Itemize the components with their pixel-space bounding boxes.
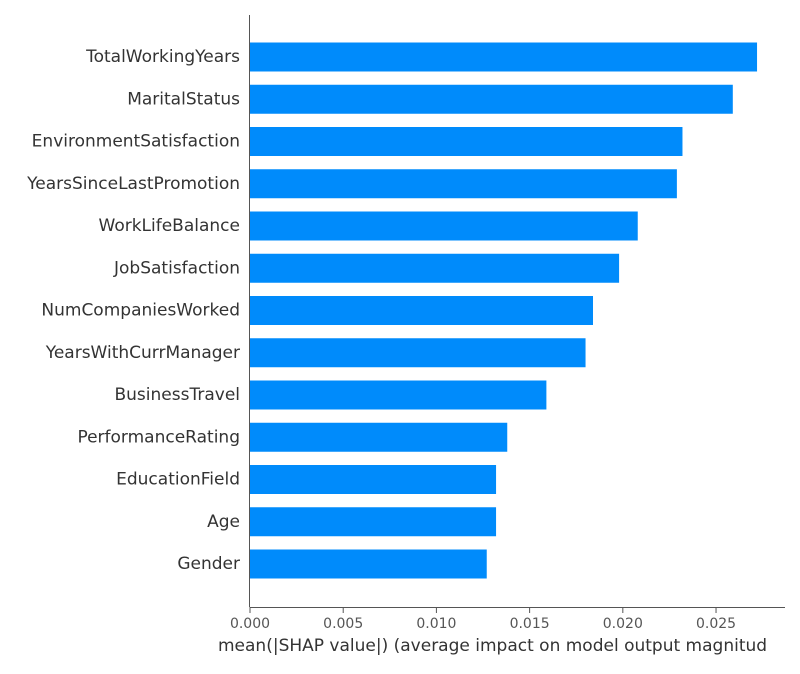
x-axis-title: mean(|SHAP value|) (average impact on mo… bbox=[218, 636, 767, 656]
category-label: YearsSinceLastPromotion bbox=[26, 174, 240, 194]
bar bbox=[250, 549, 487, 579]
bar bbox=[250, 422, 508, 452]
category-label: EducationField bbox=[116, 470, 240, 490]
x-tick-label: 0.010 bbox=[416, 616, 456, 632]
category-label: BusinessTravel bbox=[115, 385, 241, 405]
category-label: Age bbox=[207, 512, 240, 532]
bar bbox=[250, 507, 497, 537]
x-tick-label: 0.005 bbox=[323, 616, 363, 632]
bar bbox=[250, 253, 620, 283]
bar bbox=[250, 380, 547, 410]
bar bbox=[250, 169, 677, 199]
bar bbox=[250, 338, 586, 368]
bar bbox=[250, 211, 638, 241]
x-ticks: 0.000 0.005 0.010 0.015 0.020 0.025 bbox=[230, 607, 736, 632]
category-label: EnvironmentSatisfaction bbox=[32, 132, 240, 152]
category-labels: TotalWorkingYears MaritalStatus Environmen… bbox=[26, 47, 240, 574]
x-tick-label: 0.000 bbox=[230, 616, 270, 632]
bar bbox=[250, 42, 758, 72]
bars-layer bbox=[250, 42, 758, 579]
x-tick-label: 0.020 bbox=[603, 616, 643, 632]
x-tick-label: 0.025 bbox=[696, 616, 736, 632]
category-label: YearsWithCurrManager bbox=[45, 343, 240, 363]
category-label: PerformanceRating bbox=[77, 427, 240, 447]
category-label: Gender bbox=[177, 554, 240, 574]
bar bbox=[250, 465, 497, 494]
category-label: WorkLifeBalance bbox=[99, 216, 241, 236]
bar bbox=[250, 127, 683, 156]
x-tick-label: 0.015 bbox=[510, 616, 550, 632]
bar bbox=[250, 296, 593, 325]
category-label: TotalWorkingYears bbox=[85, 47, 240, 67]
category-label: NumCompaniesWorked bbox=[41, 301, 240, 321]
category-label: JobSatisfaction bbox=[113, 258, 240, 278]
bar bbox=[250, 84, 733, 114]
category-label: MaritalStatus bbox=[127, 89, 240, 109]
